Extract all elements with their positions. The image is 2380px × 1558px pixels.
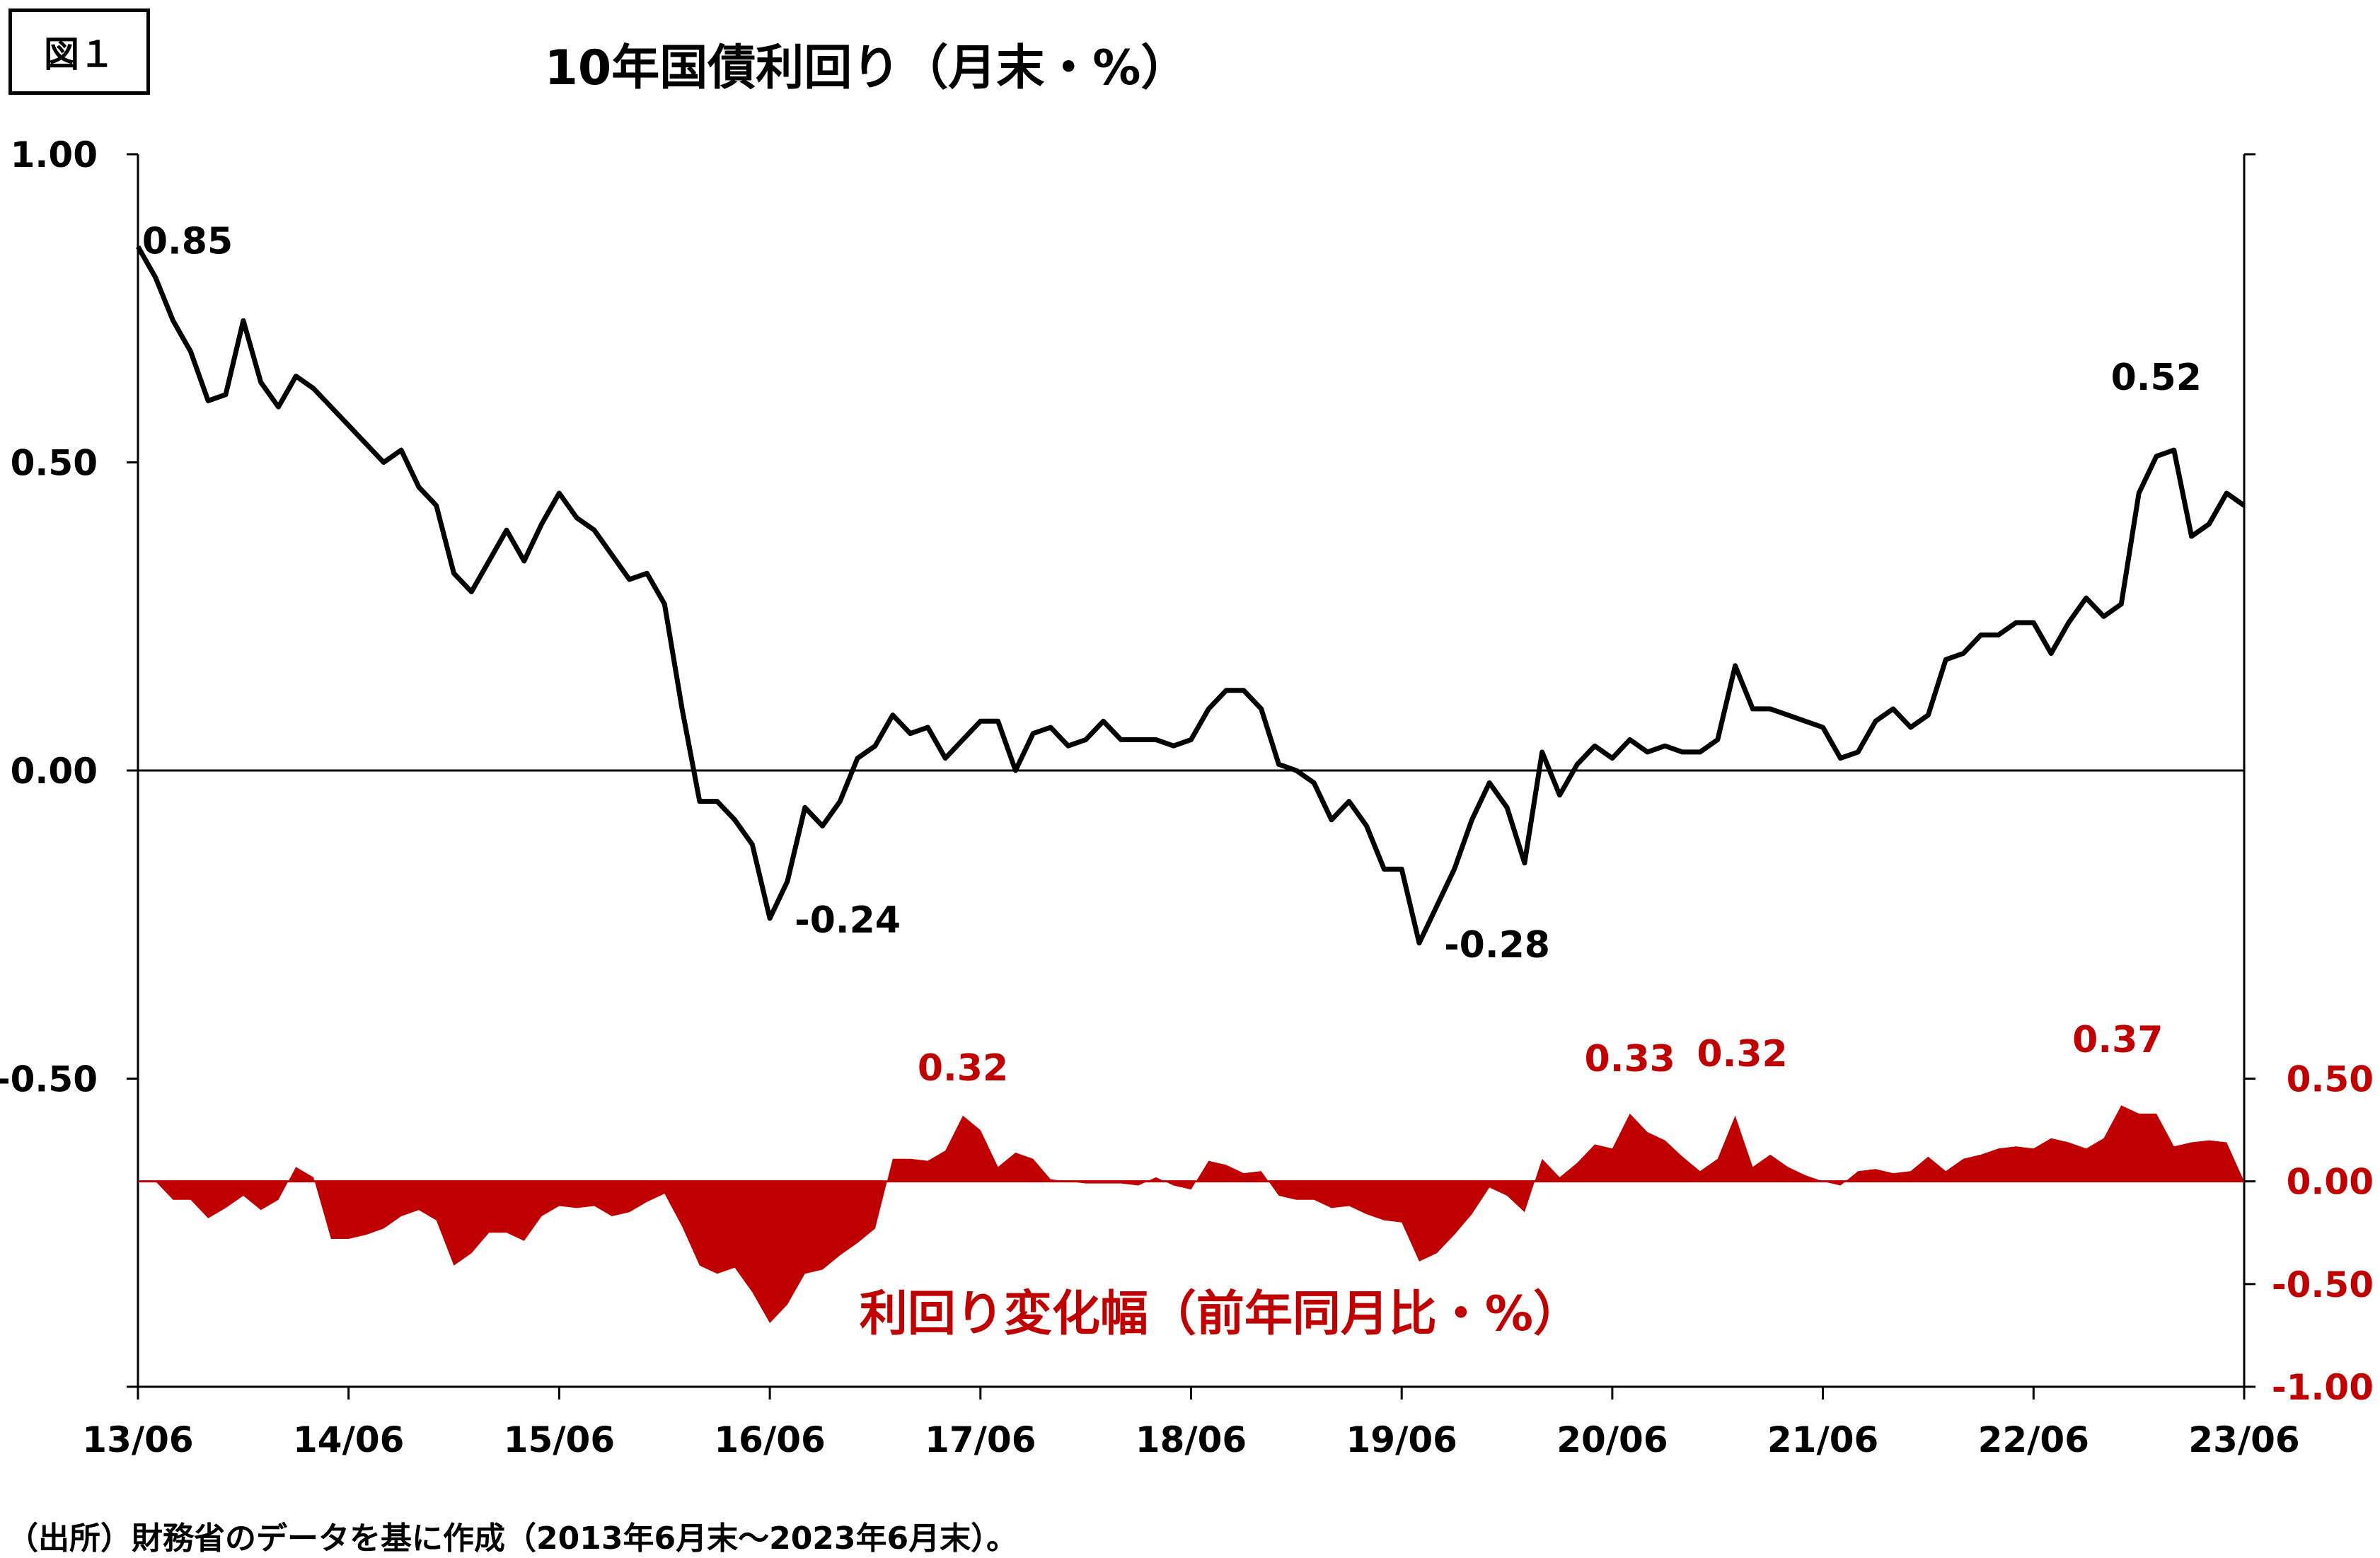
x-tick-label: 15/06 [504,1419,615,1460]
x-tick-label: 20/06 [1556,1419,1668,1460]
data-label: -0.24 [795,899,901,942]
chart-title: 10年国債利回り（月末・%） [544,40,1189,96]
figure-label: 図１ [8,8,150,95]
area-series-label: 利回り変化幅（前年同月比・%） [860,1286,1581,1342]
left-tick-label: 0.00 [11,751,98,792]
x-tick-label: 14/06 [293,1419,404,1460]
axis-layer [127,153,2255,1400]
data-label: 0.37 [2072,1019,2163,1061]
right-tick-label: -1.00 [2272,1367,2374,1408]
x-tick-label: 23/06 [2188,1419,2299,1460]
area-series-path [138,1105,2244,1323]
x-tick-label: 19/06 [1346,1419,1457,1460]
data-label: 0.33 [1585,1038,1675,1080]
x-tick-label: 21/06 [1767,1419,1878,1460]
right-tick-label: 0.50 [2287,1059,2374,1100]
x-tick-label: 13/06 [82,1419,193,1460]
left-tick-label: 1.00 [11,134,98,175]
data-label: 0.32 [1697,1033,1787,1075]
data-label: 0.32 [918,1047,1008,1090]
x-tick-label: 16/06 [714,1419,825,1460]
data-label: -0.28 [1444,924,1550,966]
line-series-path [135,245,2246,946]
area-layer [138,1105,2244,1323]
left-tick-label: -0.50 [0,1059,98,1100]
data-label: 0.52 [2111,357,2202,399]
right-tick-label: -0.50 [2272,1264,2374,1305]
left-tick-label: 0.50 [11,443,98,484]
right-tick-label: 0.00 [2287,1162,2374,1203]
x-tick-label: 18/06 [1136,1419,1247,1460]
line-layer [135,245,2246,946]
data-label: 0.85 [142,221,233,263]
label-layer: 1.00 0.50 0.00 -0.50 0.50 0.00 -0.50 -1.00 13/06… [0,134,2374,1460]
x-tick-label: 22/06 [1978,1419,2089,1460]
x-tick-label: 17/06 [925,1419,1036,1460]
source-note: （出所）財務省のデータを基に作成（2013年6月末～2023年6月末）。 [7,1521,1018,1557]
